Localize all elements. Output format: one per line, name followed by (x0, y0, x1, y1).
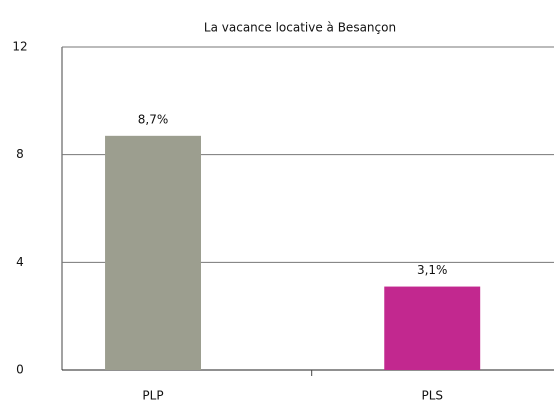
bar (384, 286, 481, 370)
y-tick-label: 0 (16, 363, 24, 377)
value-label: 8,7% (138, 112, 169, 126)
value-label: 3,1% (417, 263, 448, 277)
y-tick-label: 12 (12, 40, 27, 54)
x-tick-label: PLP (142, 389, 163, 403)
bar (105, 135, 201, 370)
chart-title: La vacance locative à Besançon (204, 21, 396, 35)
x-tick-label: PLS (421, 389, 443, 403)
y-tick-label: 4 (16, 255, 24, 269)
y-tick-label: 8 (16, 147, 24, 161)
